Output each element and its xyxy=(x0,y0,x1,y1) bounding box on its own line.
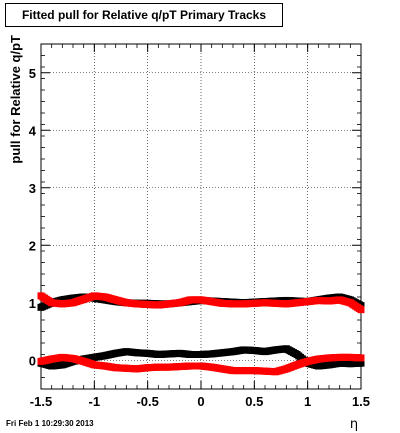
y-axis-label: pull for Relative q/pT xyxy=(8,35,23,164)
x-tick-label: -1 xyxy=(89,394,101,409)
chart-title: Fitted pull for Relative q/pT Primary Tr… xyxy=(5,3,283,27)
timestamp-footer: Fri Feb 1 10:29:30 2013 xyxy=(6,419,94,428)
data-series xyxy=(37,292,365,376)
y-tick-label: 0 xyxy=(29,353,36,368)
data-point xyxy=(357,359,365,367)
series-3 xyxy=(37,353,365,376)
series-2 xyxy=(37,292,365,314)
x-tick-label: 1.5 xyxy=(352,394,370,409)
axis-ticks xyxy=(40,43,362,390)
grid xyxy=(40,44,362,389)
x-tick-label: -0.5 xyxy=(136,394,158,409)
x-tick-label: 1 xyxy=(304,394,311,409)
y-tick-label: 1 xyxy=(29,296,36,311)
tick-labels: -1.5 -1 -0.5 0 0.5 1 1.5 0 1 2 3 4 5 xyxy=(29,66,370,409)
y-tick-label: 3 xyxy=(29,181,36,196)
x-tick-label: -1.5 xyxy=(30,394,52,409)
x-tick-label: 0.5 xyxy=(245,394,263,409)
x-tick-label: 0 xyxy=(197,394,204,409)
x-axis-label: η xyxy=(350,417,358,432)
data-point xyxy=(357,306,365,314)
y-tick-label: 5 xyxy=(29,66,36,81)
y-tick-label: 4 xyxy=(29,123,37,138)
series-1 xyxy=(37,345,365,370)
y-tick-label: 2 xyxy=(29,238,36,253)
data-point xyxy=(357,354,365,362)
